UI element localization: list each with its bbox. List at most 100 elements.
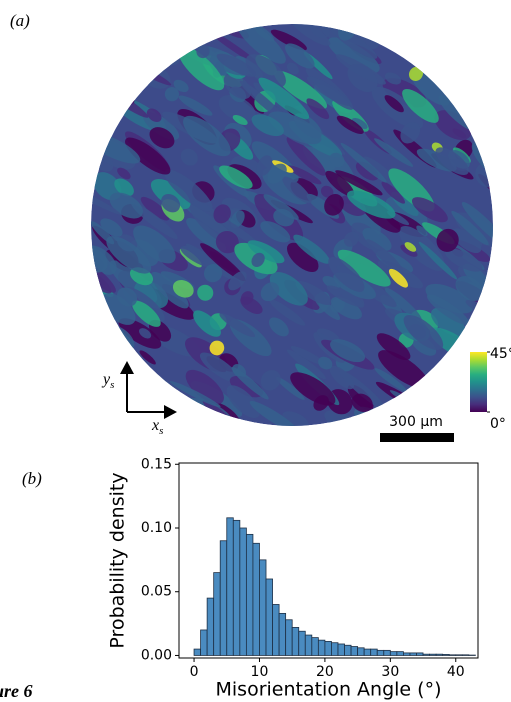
bar — [292, 627, 299, 655]
grain — [84, 334, 122, 366]
bar — [377, 650, 384, 655]
panel-label: (b) — [22, 469, 42, 488]
bar — [312, 638, 319, 656]
bar — [384, 650, 391, 655]
figure: (a) ys xs 300 μm (b) ure 6 0°45°0.000.05… — [0, 0, 511, 702]
grain — [151, 13, 175, 37]
bar — [266, 579, 273, 655]
grain — [471, 12, 499, 38]
grain — [81, 344, 121, 382]
bar — [194, 649, 201, 655]
bar — [345, 645, 352, 655]
grain — [72, 17, 126, 60]
caption-fragment: ure 6 — [0, 681, 33, 701]
grain — [409, 15, 467, 59]
bar — [220, 541, 227, 656]
bar — [299, 631, 306, 655]
x-axis-label: Misorientation Angle (°) — [216, 679, 442, 701]
grain — [82, 99, 118, 129]
bar — [279, 613, 286, 655]
grain — [78, 368, 105, 390]
grain — [469, 80, 500, 104]
grain — [95, 22, 147, 62]
grain — [118, 12, 173, 61]
bar — [456, 655, 463, 656]
bar — [443, 654, 450, 655]
bar — [259, 560, 266, 656]
bar — [403, 653, 410, 656]
bar — [273, 604, 280, 655]
grain — [420, 374, 462, 413]
grain — [425, 24, 467, 63]
grain — [409, 392, 434, 415]
grain — [85, 33, 107, 53]
bar — [397, 652, 404, 656]
grain — [479, 321, 507, 342]
grain — [402, 13, 455, 61]
arrow-head — [164, 405, 177, 419]
bar — [325, 641, 332, 655]
grain — [96, 394, 116, 410]
bar — [201, 630, 208, 655]
bar — [358, 648, 365, 656]
grain — [101, 38, 155, 74]
grain — [443, 62, 466, 80]
bar — [253, 543, 260, 655]
y-axis-label: Probability density — [107, 472, 129, 648]
bar — [351, 647, 358, 656]
bar — [430, 654, 437, 655]
grain — [71, 60, 110, 96]
grain — [398, 40, 414, 55]
arrow-head — [120, 361, 134, 374]
grain — [460, 46, 483, 63]
scale-bar — [380, 433, 454, 442]
bar — [331, 643, 338, 656]
bar — [410, 653, 417, 656]
bar — [318, 640, 325, 655]
y-tick-label: 0.10 — [141, 520, 172, 536]
grain — [97, 35, 119, 59]
grain — [82, 68, 138, 110]
axis-letter-main: x — [151, 417, 159, 434]
grain — [475, 54, 502, 81]
grain — [421, 17, 446, 43]
colorbar-tick-label: 0° — [490, 416, 506, 432]
bar — [423, 654, 430, 655]
bar — [286, 620, 293, 656]
grain — [106, 347, 123, 363]
grain — [464, 60, 511, 108]
grain — [98, 97, 124, 122]
panel-label: (a) — [10, 11, 30, 30]
grain — [97, 333, 116, 350]
grain — [389, 19, 417, 43]
y-tick-label: 0.15 — [141, 456, 172, 472]
scale-bar-label: 300 μm — [389, 414, 443, 430]
grain — [448, 44, 491, 82]
bar — [364, 649, 371, 655]
colorbar — [470, 352, 487, 412]
axis-letter: ys — [101, 371, 114, 391]
grain — [104, 43, 122, 59]
bar — [462, 655, 469, 656]
bar — [233, 520, 240, 655]
grain — [432, 54, 473, 89]
grain — [405, 21, 470, 66]
colorbar-tick-label: 45° — [490, 346, 511, 362]
axis-letter-sub: s — [159, 425, 163, 437]
bar — [436, 654, 443, 655]
bar — [240, 528, 247, 655]
bar — [214, 573, 221, 656]
y-tick-label: 0.05 — [141, 584, 172, 600]
x-tick-label: 0 — [190, 664, 199, 680]
bar — [390, 652, 397, 656]
grain — [76, 381, 121, 420]
x-tick-label: 40 — [447, 664, 465, 680]
grain — [471, 103, 511, 142]
bar — [416, 653, 423, 656]
axis-letter-sub: s — [110, 379, 114, 391]
grain — [421, 377, 469, 413]
y-tick-label: 0.00 — [141, 647, 172, 663]
bar — [371, 649, 378, 655]
axis-letter: xs — [151, 417, 163, 437]
bar — [305, 635, 312, 655]
